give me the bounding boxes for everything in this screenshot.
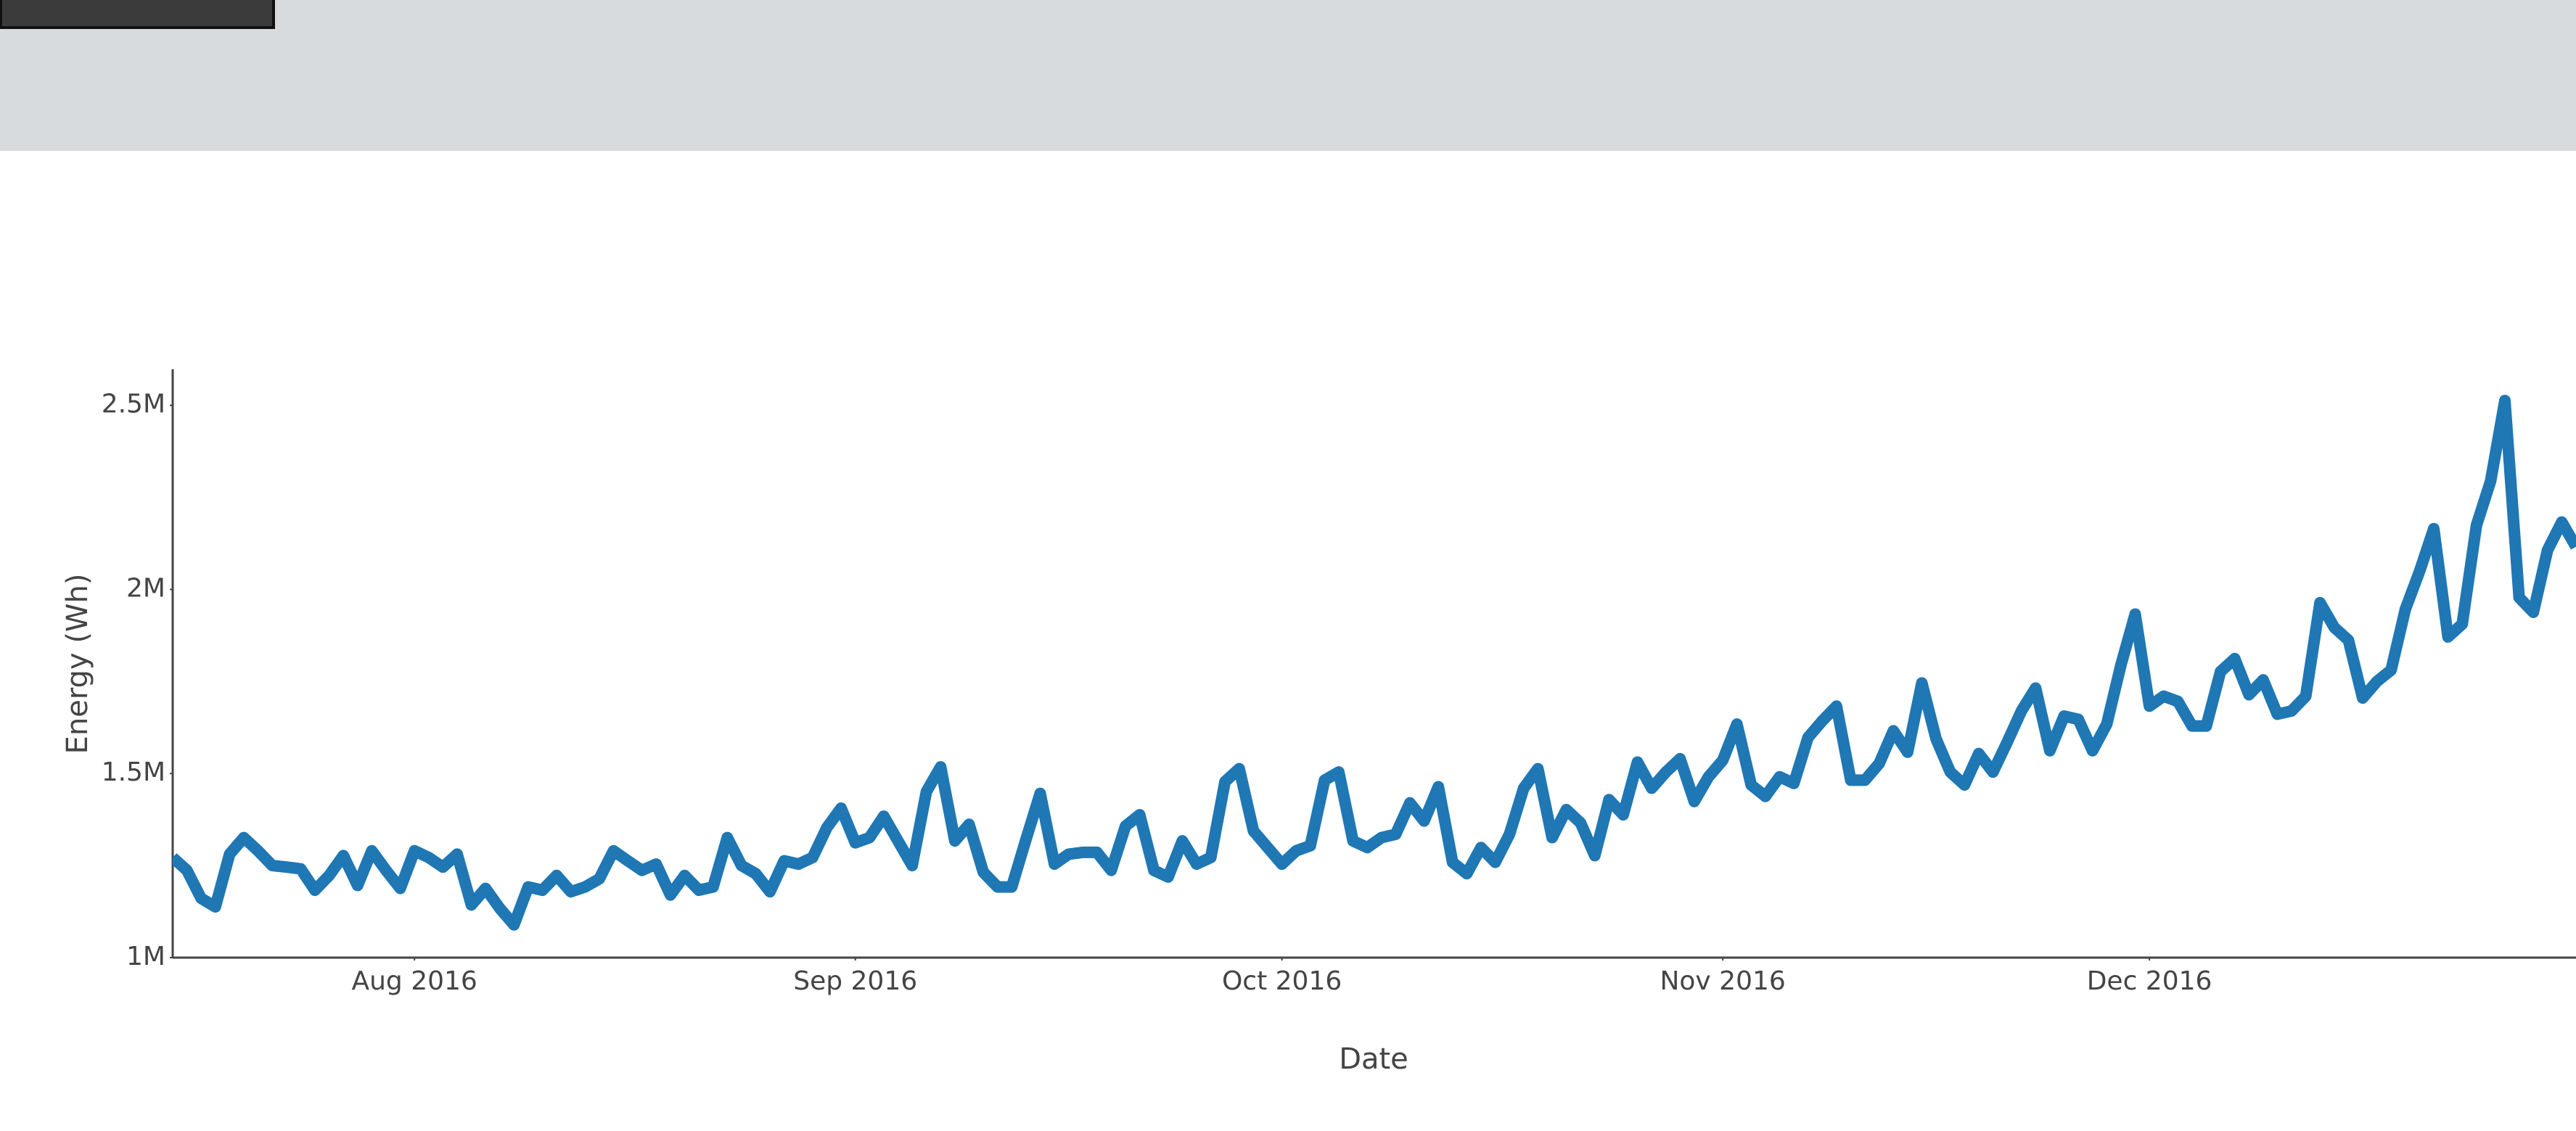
y-tick-label: 1.5M <box>102 757 165 787</box>
x-axis-title: Date <box>1339 1042 1408 1076</box>
x-tick-label: Aug 2016 <box>351 966 477 996</box>
y-tick-label: 2M <box>126 573 165 603</box>
toolbar <box>0 0 2576 151</box>
y-axis-title: Energy (Wh) <box>61 574 94 754</box>
y-tick-label: 2.5M <box>102 390 165 419</box>
y-tick-label: 1M <box>126 942 165 971</box>
x-tick-label: Sep 2016 <box>793 966 917 996</box>
x-tick-label: Dec 2016 <box>2087 966 2212 996</box>
line <box>173 395 2576 931</box>
x-tick-label: Nov 2016 <box>1660 966 1785 996</box>
button[interactable] <box>0 0 275 29</box>
x-tick-label: Oct 2016 <box>1222 966 1342 996</box>
